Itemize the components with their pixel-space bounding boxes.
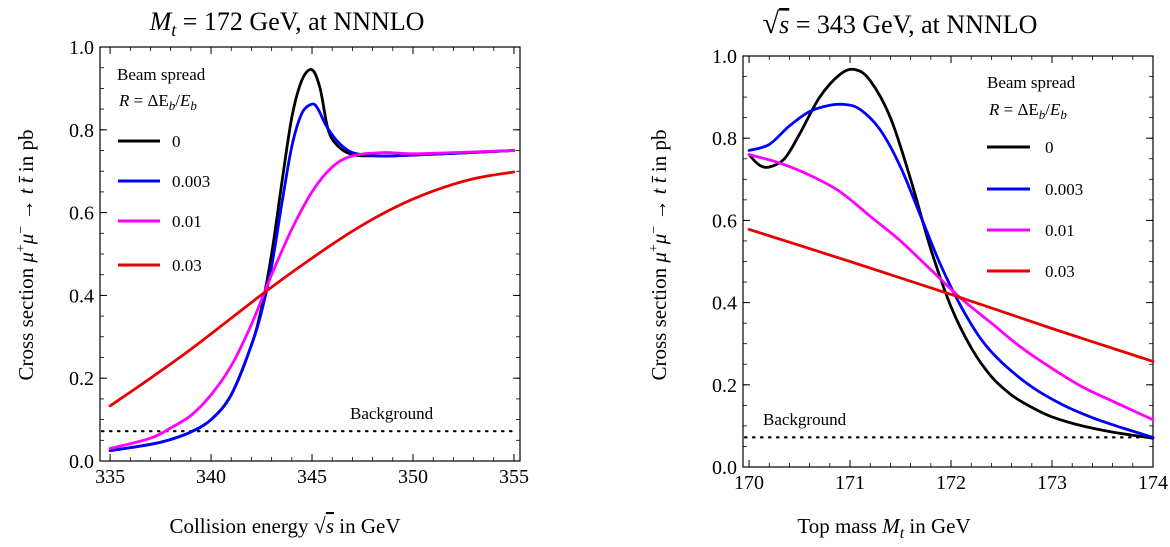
series-line-0.01 xyxy=(747,153,1155,422)
y-tick-label: 0.6 xyxy=(69,203,94,225)
y-tick-label: 1.0 xyxy=(69,37,94,59)
legend-label: 0.03 xyxy=(172,256,202,275)
series-line-0.01 xyxy=(108,149,516,450)
legend-title: Beam spread xyxy=(117,65,206,84)
chart-title: √s = 343 GeV, at NNNLO xyxy=(763,7,1038,40)
legend-label: 0.01 xyxy=(1045,221,1075,240)
x-tick-label: 355 xyxy=(499,466,529,488)
background-label: Background xyxy=(763,410,847,429)
chart-right: √s = 343 GeV, at NNNLO 170 171 172 173 174 0.… xyxy=(647,7,1168,542)
series-line-0 xyxy=(108,68,516,452)
x-tick-label: 172 xyxy=(936,472,966,494)
y-tick-label: 0.4 xyxy=(712,293,737,315)
y-tick-label: 0.0 xyxy=(69,451,94,473)
series-line-0.003 xyxy=(747,102,1155,439)
y-axis-label: Cross section μ+μ− → t t̄ in pb xyxy=(647,130,671,381)
legend-label: 0.03 xyxy=(1045,262,1075,281)
x-tick-label: 340 xyxy=(196,466,226,488)
legend-title: Beam spread xyxy=(987,73,1076,92)
legend-label: 0 xyxy=(1045,138,1054,157)
legend-label: 0.003 xyxy=(1045,180,1083,199)
x-tick-label: 335 xyxy=(95,466,125,488)
y-tick-label: 1.0 xyxy=(712,46,737,68)
series-line-0.03 xyxy=(747,228,1155,363)
x-tick-label: 171 xyxy=(835,472,865,494)
x-tick-label: 170 xyxy=(734,472,764,494)
legend-subtitle: R = ΔEb/Eb xyxy=(118,91,197,113)
series-line-0 xyxy=(747,67,1155,440)
plot-frame xyxy=(742,55,1154,468)
y-tick-label: 0.8 xyxy=(69,120,94,142)
x-axis-label: Top mass Mt in GeV xyxy=(797,514,970,542)
y-axis-label: Cross section μ+μ− → t t̄ in pb xyxy=(14,130,38,381)
legend-label: 0.01 xyxy=(172,212,202,231)
x-tick-label: 173 xyxy=(1037,472,1067,494)
series-line-0.003 xyxy=(108,102,516,452)
legend-label: 0 xyxy=(172,132,181,151)
y-tick-label: 0.0 xyxy=(712,457,737,479)
chart-title: Mt = 172 GeV, at NNNLO xyxy=(149,7,425,40)
x-tick-label: 174 xyxy=(1138,472,1168,494)
legend-label: 0.003 xyxy=(172,172,210,191)
chart-left: Mt = 172 GeV, at NNNLO 335 340 345 350 355 0.… xyxy=(14,7,529,538)
legend-subtitle: R = ΔEb/Eb xyxy=(988,100,1067,122)
series-line-0.03 xyxy=(108,170,516,408)
x-axis-label: Collision energy √s in GeV xyxy=(169,513,400,538)
y-tick-label: 0.8 xyxy=(712,128,737,150)
x-tick-label: 350 xyxy=(398,466,428,488)
y-tick-label: 0.4 xyxy=(69,285,94,307)
background-label: Background xyxy=(350,404,434,423)
y-tick-label: 0.6 xyxy=(712,210,737,232)
y-tick-label: 0.2 xyxy=(69,368,94,390)
y-tick-label: 0.2 xyxy=(712,375,737,397)
x-tick-label: 345 xyxy=(297,466,327,488)
